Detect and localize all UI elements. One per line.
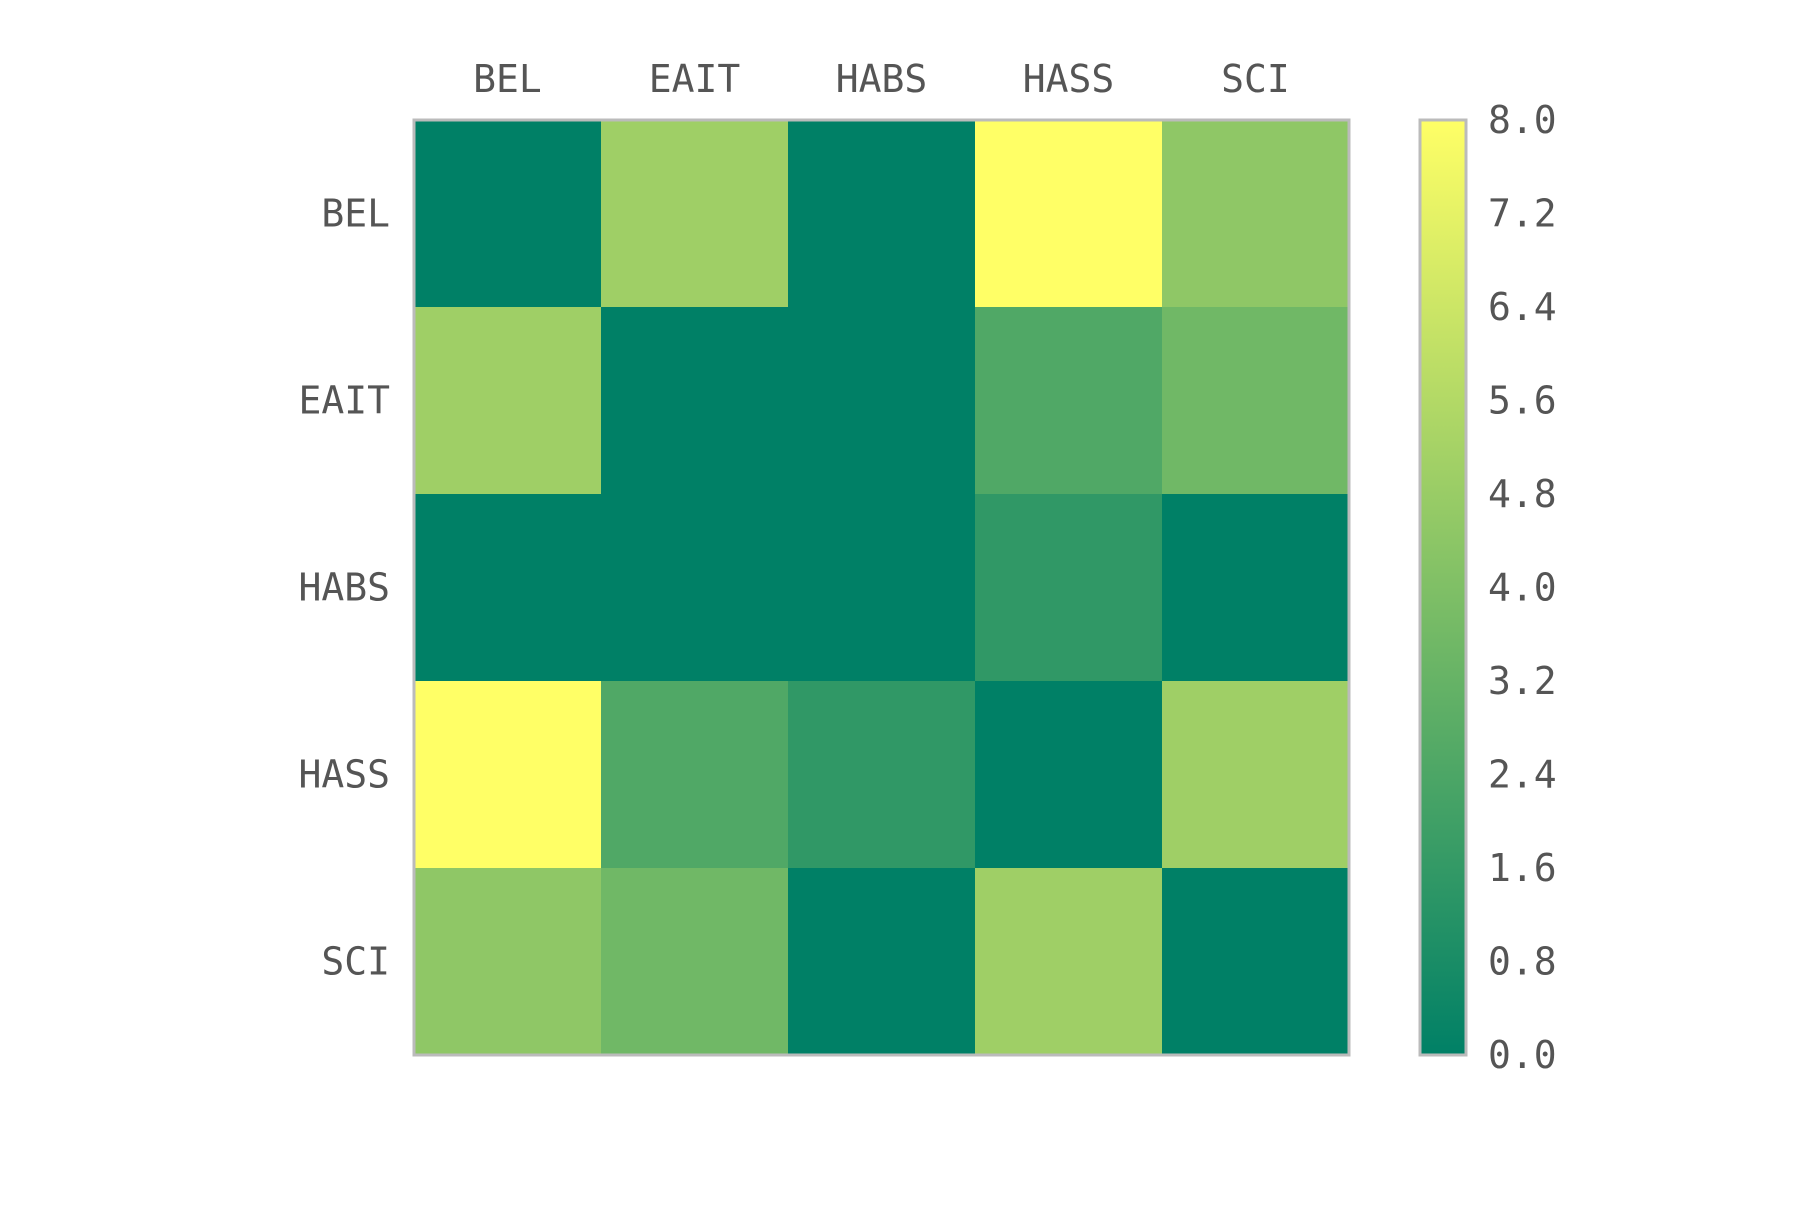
heatmap-cell-sci-hass	[975, 868, 1163, 1056]
x-tick-label-habs: HABS	[836, 57, 928, 101]
y-tick-label-hass: HASS	[298, 753, 390, 797]
heatmap-cell-habs-eait	[601, 494, 789, 682]
colorbar-tick-label: 7.2	[1488, 192, 1557, 236]
colorbar-tick-label: 3.2	[1488, 659, 1557, 703]
x-tick-labels: BEL EAIT HABS HASS SCI	[473, 57, 1290, 101]
colorbar-tick-label: 6.4	[1488, 285, 1557, 329]
heatmap-cell-hass-bel	[414, 681, 602, 869]
heatmap-cell-habs-habs	[788, 494, 976, 682]
heatmap-cell-eait-sci	[1162, 307, 1350, 495]
heatmap-cell-sci-sci	[1162, 868, 1350, 1056]
y-tick-label-eait: EAIT	[298, 379, 390, 423]
colorbar-tick-label: 5.6	[1488, 379, 1557, 423]
heatmap-cell-bel-bel	[414, 120, 602, 308]
y-tick-label-habs: HABS	[298, 566, 390, 610]
colorbar-tick-label: 4.0	[1488, 566, 1557, 610]
colorbar-tick-label: 1.6	[1488, 846, 1557, 890]
heatmap-cell-sci-eait	[601, 868, 789, 1056]
y-tick-label-sci: SCI	[321, 940, 390, 984]
colorbar-tick-label: 8.0	[1488, 98, 1557, 142]
heatmap-cell-habs-bel	[414, 494, 602, 682]
heatmap-cells	[414, 120, 1350, 1056]
heatmap-cell-hass-sci	[1162, 681, 1350, 869]
heatmap-cell-hass-habs	[788, 681, 976, 869]
heatmap-cell-habs-hass	[975, 494, 1163, 682]
x-tick-label-hass: HASS	[1023, 57, 1115, 101]
y-tick-label-bel: BEL	[321, 192, 390, 236]
colorbar-tick-label: 0.8	[1488, 940, 1557, 984]
heatmap-cell-sci-habs	[788, 868, 976, 1056]
heatmap-cell-hass-hass	[975, 681, 1163, 869]
heatmap-cell-bel-eait	[601, 120, 789, 308]
x-tick-label-sci: SCI	[1221, 57, 1290, 101]
heatmap-cell-habs-sci	[1162, 494, 1350, 682]
colorbar-tick-label: 4.8	[1488, 472, 1557, 516]
heatmap-cell-bel-sci	[1162, 120, 1350, 308]
colorbar-tick-label: 2.4	[1488, 753, 1557, 797]
heatmap-cell-eait-eait	[601, 307, 789, 495]
x-tick-label-bel: BEL	[473, 57, 542, 101]
colorbar-tick-labels: 0.0 0.8 1.6 2.4 3.2 4.0 4.8 5.6 6.4 7.2 8.0	[1488, 98, 1557, 1077]
heatmap-cell-eait-habs	[788, 307, 976, 495]
heatmap-cell-sci-bel	[414, 868, 602, 1056]
plot-frame	[412, 118, 1351, 1057]
heatmap-cell-eait-bel	[414, 307, 602, 495]
heatmap-cell-hass-eait	[601, 681, 789, 869]
heatmap-cell-bel-habs	[788, 120, 976, 308]
colorbar	[1418, 118, 1468, 1057]
x-tick-label-eait: EAIT	[649, 57, 741, 101]
colorbar-tick-label: 0.0	[1488, 1033, 1557, 1077]
heatmap-cell-bel-hass	[975, 120, 1163, 308]
heatmap-cell-eait-hass	[975, 307, 1163, 495]
y-tick-labels: BEL EAIT HABS HASS SCI	[298, 192, 390, 984]
